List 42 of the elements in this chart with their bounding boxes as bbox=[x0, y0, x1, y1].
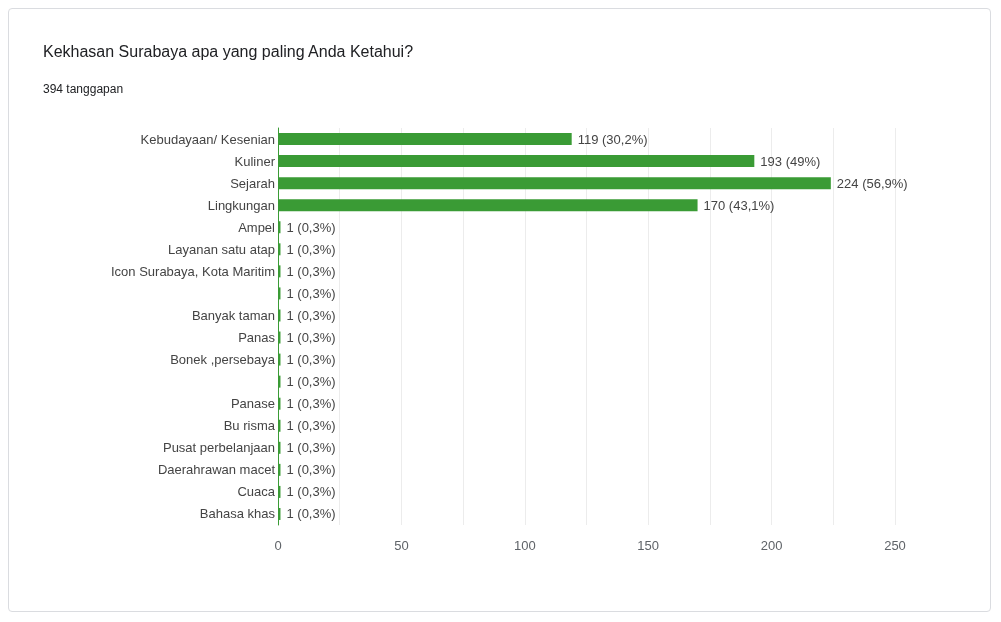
y-tick-label: Bahasa khas bbox=[199, 506, 276, 522]
data-label: 1 (0,3%) bbox=[286, 330, 336, 346]
data-label: 1 (0,3%) bbox=[286, 396, 336, 412]
data-label: 1 (0,3%) bbox=[286, 219, 336, 235]
y-tick-label: Cuaca bbox=[237, 484, 276, 500]
data-label: 1 (0,3%) bbox=[286, 263, 336, 279]
text: 394 tanggapan bbox=[43, 82, 124, 96]
y-tick-label: Pusat perbelanjaan bbox=[162, 440, 275, 456]
data-label: 1 (0,3%) bbox=[286, 374, 336, 390]
data-label: 1 (0,3%) bbox=[286, 506, 336, 522]
x-tick-label: 150 bbox=[637, 538, 660, 553]
y-tick-label: Bonek ,persebaya bbox=[170, 352, 276, 368]
data-label: 1 (0,3%) bbox=[286, 418, 336, 434]
chart-title: Kekhasan Surabaya apa yang paling Anda Ketahui? bbox=[43, 42, 414, 60]
x-tick-label: 100 bbox=[513, 538, 536, 553]
data-label: 170 (43,1%) bbox=[703, 197, 775, 213]
y-tick-label: Kuliner bbox=[234, 153, 276, 169]
y-tick-label: Daerahrawan macet bbox=[157, 462, 276, 478]
x-tick-label: 50 bbox=[394, 538, 409, 553]
data-label: 1 (0,3%) bbox=[286, 484, 336, 500]
y-tick-label: Panas bbox=[238, 330, 276, 346]
y-tick-label: Bu risma bbox=[223, 418, 276, 434]
y-tick-label: Banyak taman bbox=[191, 307, 275, 323]
y-tick-label: Sejarah bbox=[230, 175, 275, 191]
x-tick-label: 0 bbox=[274, 538, 282, 553]
y-tick-label: Ampel bbox=[238, 219, 276, 235]
y-tick-label: Icon Surabaya, Kota Maritim bbox=[110, 263, 275, 279]
y-tick-label: Lingkungan bbox=[207, 197, 275, 213]
data-label: 1 (0,3%) bbox=[286, 285, 336, 301]
data-label: 193 (49%) bbox=[760, 153, 821, 169]
data-label: 1 (0,3%) bbox=[286, 440, 336, 456]
y-tick-label: Layanan satu atap bbox=[168, 241, 275, 257]
x-tick-label: 250 bbox=[884, 538, 906, 553]
data-label: 1 (0,3%) bbox=[286, 307, 336, 323]
data-label: 224 (56,9%) bbox=[836, 175, 908, 191]
x-tick-label: 200 bbox=[760, 538, 783, 553]
data-label: 119 (30,2%) bbox=[577, 131, 648, 147]
data-label: 1 (0,3%) bbox=[286, 241, 336, 257]
data-label: 1 (0,3%) bbox=[286, 462, 336, 478]
y-tick-label: Kebudayaan/ Kesenian bbox=[140, 131, 275, 147]
y-tick-label: Panase bbox=[230, 396, 275, 412]
data-label: 1 (0,3%) bbox=[286, 352, 336, 368]
